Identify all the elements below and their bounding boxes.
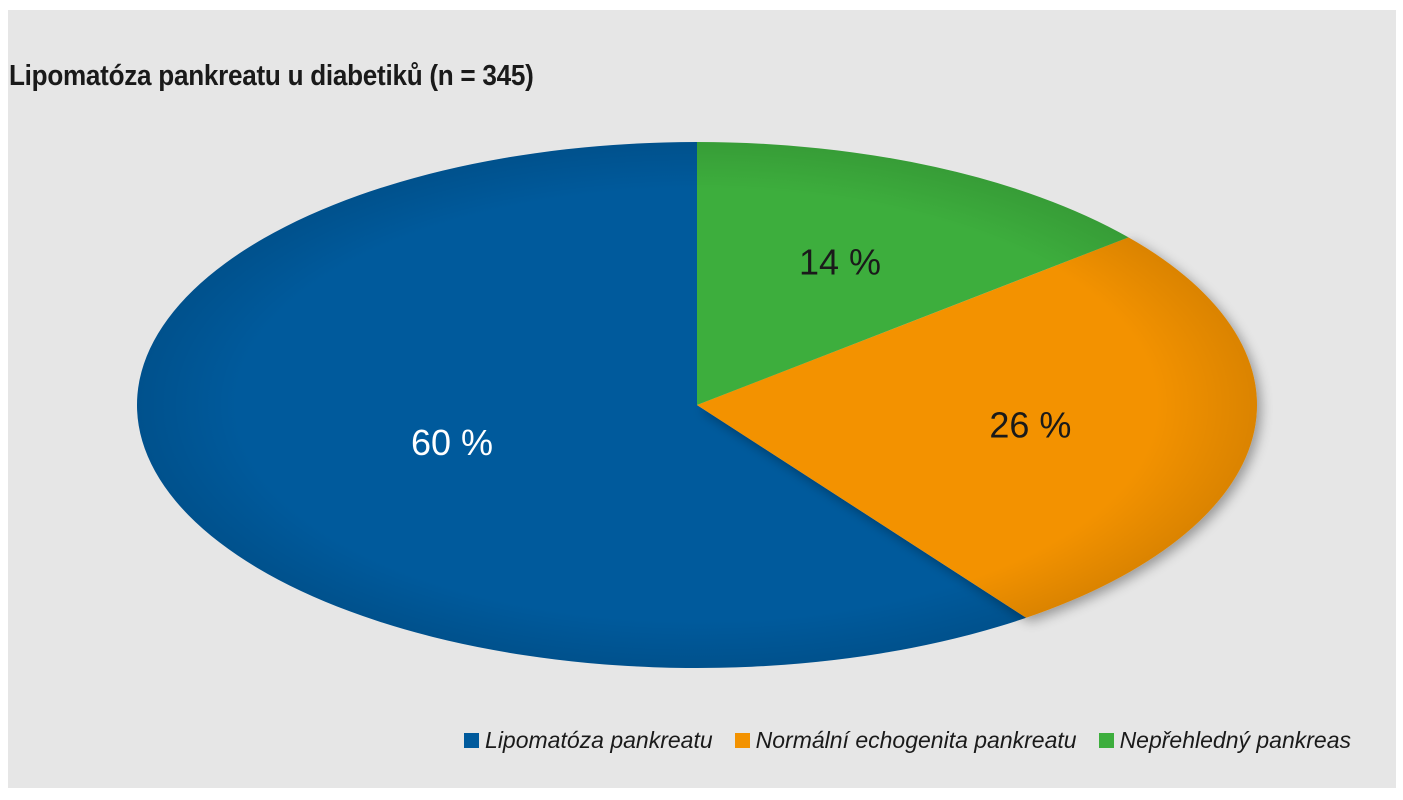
legend-label-neprehledny: Nepřehledný pankreas [1119,727,1351,753]
legend-swatch-normalni [734,733,750,748]
legend-swatch-neprehledny [1098,733,1114,748]
legend-label-normalni: Normální echogenita pankreatu [755,727,1077,753]
legend-swatch-lipomatoza [464,733,480,748]
slice-label-normalni: 26 % [989,404,1071,445]
legend-item-neprehledny: Nepřehledný pankreas [1098,727,1351,754]
chart-title: Lipomatóza pankreatu u diabetiků (n = 34… [9,60,534,92]
legend-item-normalni: Normální echogenita pankreatu [734,727,1077,754]
legend: Lipomatóza pankreatu Normální echogenita… [464,727,1351,754]
slice-label-lipomatoza: 60 % [411,422,493,463]
slice-label-neprehledny: 14 % [799,242,881,283]
legend-item-lipomatoza: Lipomatóza pankreatu [464,727,713,754]
legend-label-lipomatoza: Lipomatóza pankreatu [485,727,713,753]
